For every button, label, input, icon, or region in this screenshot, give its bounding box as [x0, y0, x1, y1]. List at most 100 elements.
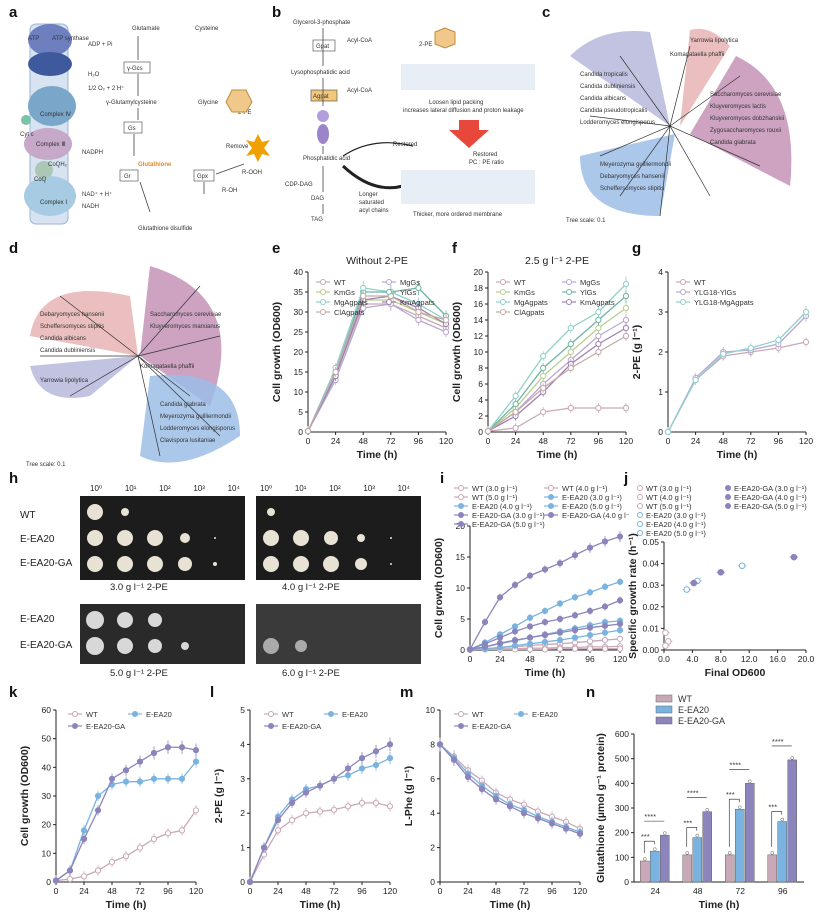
colony-spot	[117, 612, 133, 628]
y-tick-label: 10	[294, 387, 304, 397]
data-point	[556, 560, 564, 567]
data-point	[288, 799, 296, 806]
data-point	[526, 623, 534, 630]
data-point	[595, 316, 602, 324]
replicate-point	[705, 807, 709, 812]
legend-label: E-EA20 (3.0 g l⁻¹)	[562, 493, 622, 502]
legend-label: E-EA20 (3.0 g l⁻¹)	[646, 511, 706, 520]
series-line	[667, 311, 807, 433]
data-point	[526, 572, 534, 579]
legend-marker	[458, 494, 464, 500]
data-point	[304, 428, 312, 435]
legend-label: MgGs	[400, 278, 420, 287]
legend-label: MgAgpats	[334, 298, 368, 307]
sig-bracket	[771, 811, 783, 847]
label-2pe-b: 2-PE	[419, 42, 432, 48]
label-pa: Phosphatidic acid	[303, 156, 350, 162]
legend-label: YlGs	[580, 288, 597, 297]
sig-bracket	[686, 827, 698, 847]
panel-letter-l: l	[210, 684, 215, 701]
dilution-label: 10⁴	[397, 484, 410, 493]
legend-label: E-EA20-GA (3.0 g l⁻¹)	[472, 511, 545, 520]
data-point	[192, 758, 200, 765]
legend-marker	[72, 711, 78, 717]
data-point	[601, 636, 609, 644]
sig-label: ***	[726, 790, 735, 799]
x-tick-label: 120	[613, 654, 627, 664]
y-axis-label: Cell growth (OD600)	[19, 746, 31, 846]
y-axis-label: Specific growth rate (h⁻¹)	[627, 533, 639, 659]
data-point	[492, 796, 500, 803]
data-point	[464, 773, 472, 781]
panel-letter-d: d	[9, 240, 19, 257]
legend-marker	[458, 711, 464, 717]
colony-spot	[148, 639, 162, 653]
legend-label: WT (5.0 g l⁻¹)	[472, 493, 518, 502]
legend-label: E-EA20	[146, 710, 172, 719]
panel-letter-b: b	[272, 4, 282, 21]
colony-spot	[390, 563, 392, 565]
colony-spot	[147, 556, 163, 572]
label-atp-synthase: ATP synthase	[52, 36, 89, 42]
y-tick-label: 0	[430, 877, 435, 887]
legend-label: YLG18-YlGs	[694, 288, 736, 297]
label-ggc: γ-Glutamylcysteine	[106, 100, 157, 106]
tree-scale-c: Tree scale: 0.1	[566, 218, 606, 224]
colony-spot	[355, 558, 367, 570]
label-glycine: Glycine	[198, 100, 219, 106]
data-point	[360, 292, 367, 300]
legend-label: E-EA20-GA (3.0 g l⁻¹)	[734, 484, 807, 493]
legend-label: WT (4.0 g l⁻¹)	[562, 484, 608, 493]
colony-spot	[180, 533, 190, 543]
data-point	[571, 552, 579, 559]
data-point	[150, 775, 158, 782]
data-point	[94, 867, 102, 874]
y-tick-label: 6	[430, 774, 435, 784]
colony-spot	[181, 642, 189, 650]
tree-c-leaf: Komagataella phaffii	[670, 52, 724, 58]
legend-label: E-EA20	[532, 710, 558, 719]
label-cytc: Cyt c	[20, 132, 34, 138]
legend-label: ClAgpats	[334, 308, 365, 317]
data-point	[616, 578, 624, 585]
tree-d-leaf: Scheffersomyces stipitis	[40, 324, 104, 330]
dilution-label: 10²	[159, 484, 171, 493]
panel-b-schematic: Glycerol-3-phosphate Gpat Acyl-CoA Lysop…	[285, 20, 535, 223]
colony-spot	[390, 537, 392, 539]
sig-label: ****	[729, 760, 741, 769]
chart-title: Without 2-PE	[346, 255, 408, 267]
replicate-point	[643, 857, 647, 861]
x-tick-label: 24	[273, 886, 283, 896]
label-tag: TAG	[311, 217, 323, 223]
data-point	[511, 628, 519, 635]
y-axis-label: Cell growth (OD600)	[452, 302, 463, 402]
data-point	[720, 350, 727, 358]
data-point	[512, 424, 519, 432]
x-tick-label: 0	[468, 654, 473, 664]
data-point	[616, 635, 624, 642]
x-tick-label: 72	[555, 654, 565, 664]
tree-c-leaf: Candida pseudotropicalis	[580, 108, 647, 114]
x-tick-label: 24	[495, 654, 505, 664]
bar	[745, 783, 755, 883]
y-tick-label: 0	[460, 645, 465, 655]
x-tick-label: 72	[566, 436, 576, 446]
y-tick-label: 600	[615, 729, 629, 739]
x-tick-label: 96	[547, 886, 557, 896]
data-point	[601, 583, 609, 590]
data-point	[616, 597, 624, 604]
y-axis-label: Cell growth (OD600)	[434, 538, 445, 638]
legend-marker	[680, 289, 686, 295]
tree-c-leaf: Yarrowia lipolytica	[690, 38, 739, 44]
data-point	[595, 332, 602, 340]
chart-k: 0 10 20 30 40 50 60 0 24 48 72 96 120 Time (h) Cell gr…	[19, 705, 203, 911]
data-point	[595, 324, 602, 332]
legend-label: YlGs	[400, 288, 417, 297]
legend-marker	[680, 279, 686, 285]
x-tick-label: 120	[189, 886, 203, 896]
y-tick-label: 10	[474, 347, 484, 357]
data-point	[622, 292, 630, 300]
legend-marker	[500, 299, 506, 305]
legend-swatch	[655, 694, 673, 703]
legend-label: E-EA20-GA	[472, 722, 511, 731]
